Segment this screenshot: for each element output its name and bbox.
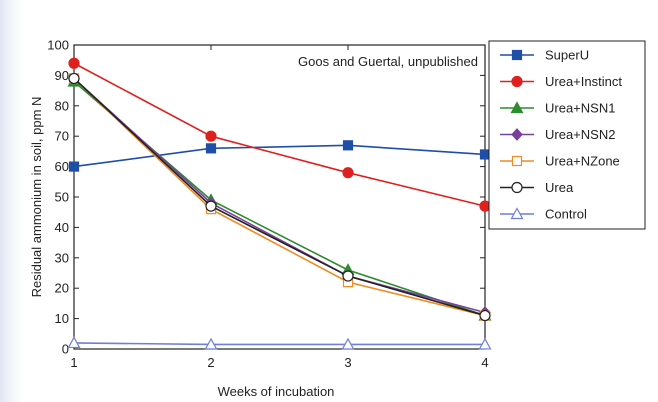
legend-entry: Urea+NSN2 — [500, 127, 615, 142]
y-tick-label: 100 — [47, 38, 69, 53]
legend-marker — [511, 128, 523, 141]
y-tick-label: 40 — [55, 220, 69, 235]
series-superu — [68, 140, 491, 172]
legend-label: Control — [545, 207, 587, 222]
series-line — [73, 342, 485, 346]
legend: SuperU Urea+Instinct Urea+NSN1 Urea+NSN2 Ure… — [488, 40, 646, 230]
y-axis: 0 10 20 30 40 50 60 70 80 90 100 — [47, 38, 485, 357]
legend-label: Urea+NSN2 — [545, 127, 615, 142]
data-point — [68, 72, 80, 85]
y-tick-label: 30 — [55, 250, 69, 265]
data-point — [479, 309, 491, 322]
y-tick-label: 80 — [55, 98, 69, 113]
legend-entry: Urea+Instinct — [500, 74, 622, 89]
data-point — [205, 200, 217, 212]
legend-label: Urea — [545, 180, 574, 195]
legend-entry: Control — [500, 207, 587, 222]
legend-marker — [511, 181, 523, 194]
legend-label: Urea+Instinct — [545, 74, 622, 89]
x-axis-label: Weeks of incubation — [218, 384, 335, 399]
x-tick-label: 1 — [70, 355, 77, 370]
series-control — [67, 336, 492, 350]
x-tick-label: 3 — [344, 355, 351, 370]
legend-marker — [511, 49, 523, 61]
data-point — [342, 140, 354, 151]
series-layer — [67, 57, 492, 350]
y-tick-label: 0 — [62, 342, 69, 357]
series-line — [73, 62, 486, 207]
data-point — [342, 167, 354, 179]
x-tick-label: 2 — [207, 355, 214, 370]
data-point — [205, 143, 217, 154]
data-point — [205, 130, 217, 142]
data-point — [68, 57, 80, 69]
y-tick-label: 90 — [55, 68, 69, 83]
legend-label: SuperU — [545, 48, 589, 63]
x-tick-label: 4 — [481, 355, 488, 370]
data-point — [67, 336, 81, 349]
legend-entry: SuperU — [500, 48, 589, 63]
y-tick-label: 50 — [55, 190, 69, 205]
y-tick-label: 60 — [55, 159, 69, 174]
y-tick-label: 20 — [55, 281, 69, 296]
data-point — [68, 161, 80, 172]
y-tick-label: 10 — [55, 311, 69, 326]
legend-entry: Urea+NSN1 — [500, 101, 615, 116]
data-point — [479, 149, 491, 160]
series-line — [73, 77, 486, 317]
plot-area — [73, 44, 486, 350]
legend-marker — [510, 207, 524, 220]
legend-entry: Urea+NZone — [500, 154, 620, 169]
y-axis-label: Residual ammonium in soil, ppm N — [29, 97, 44, 298]
legend-marker — [510, 101, 524, 114]
legend-label: Urea+NSN1 — [545, 101, 615, 116]
y-tick-label: 70 — [55, 129, 69, 144]
legend-marker — [511, 75, 523, 88]
data-point — [342, 270, 354, 282]
legend-marker — [511, 155, 523, 167]
data-point — [204, 337, 218, 350]
data-point — [341, 337, 355, 350]
series-line — [73, 77, 486, 314]
legend-entry: Urea — [500, 180, 574, 195]
series-line — [73, 144, 486, 168]
data-point — [478, 337, 492, 350]
series-line — [73, 77, 486, 317]
legend-label: Urea+NZone — [545, 154, 620, 169]
annotation: Goos and Guertal, unpublished — [298, 54, 478, 69]
series-urea — [68, 72, 491, 322]
